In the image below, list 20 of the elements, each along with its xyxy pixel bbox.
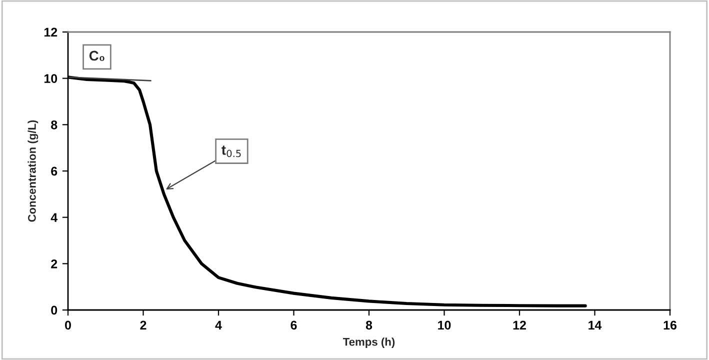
- y-tick-label: 2: [51, 259, 58, 268]
- x-tick-label: 12: [513, 320, 526, 330]
- x-tick-label: 2: [140, 320, 146, 330]
- annotation: C₀: [89, 50, 104, 62]
- annotation: t$_{0.5}$: [222, 146, 241, 158]
- y-tick-label: 0: [51, 306, 58, 315]
- x-tick-label: 4: [215, 320, 222, 330]
- x-tick-label: 8: [366, 320, 372, 330]
- y-tick-label: 8: [51, 120, 58, 130]
- x-tick-label: 6: [290, 320, 297, 330]
- x-axis-title: Temps (h): [342, 338, 395, 348]
- y-tick-label: 4: [50, 213, 58, 222]
- x-tick-label: 10: [438, 320, 451, 330]
- x-tick-label: 16: [664, 320, 676, 330]
- x-tick-label: 0: [65, 320, 71, 330]
- y-axis-title: Concentration (g/L): [28, 120, 38, 222]
- y-tick-label: 12: [44, 28, 58, 37]
- y-tick-label: 6: [51, 166, 58, 176]
- y-tick-label: 10: [44, 74, 58, 83]
- x-tick-label: 14: [588, 320, 602, 330]
